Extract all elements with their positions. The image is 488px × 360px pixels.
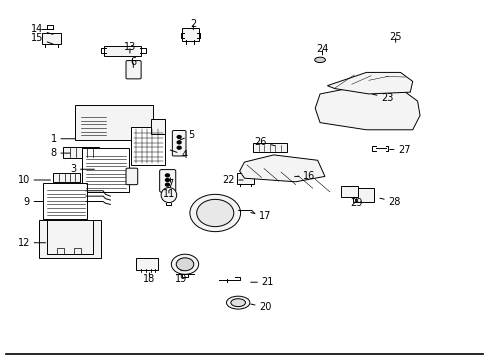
Text: 25: 25: [388, 32, 401, 42]
Text: 16: 16: [294, 171, 315, 181]
Text: 2: 2: [190, 19, 196, 30]
FancyBboxPatch shape: [82, 148, 129, 192]
FancyBboxPatch shape: [340, 186, 357, 197]
Text: 5: 5: [180, 130, 194, 140]
FancyBboxPatch shape: [182, 28, 198, 41]
Circle shape: [165, 179, 169, 181]
Circle shape: [189, 194, 240, 231]
FancyBboxPatch shape: [39, 220, 101, 258]
FancyBboxPatch shape: [104, 45, 141, 55]
Ellipse shape: [161, 188, 176, 203]
Circle shape: [196, 199, 233, 226]
Text: 21: 21: [250, 277, 273, 287]
FancyBboxPatch shape: [75, 105, 153, 140]
FancyBboxPatch shape: [43, 183, 87, 219]
Text: 23: 23: [372, 93, 393, 103]
FancyBboxPatch shape: [172, 131, 185, 156]
Text: 3: 3: [70, 164, 94, 174]
Text: 15: 15: [31, 33, 53, 44]
FancyBboxPatch shape: [126, 60, 141, 79]
Text: 12: 12: [18, 238, 45, 248]
Text: 1: 1: [51, 134, 75, 144]
FancyBboxPatch shape: [53, 173, 80, 182]
Circle shape: [177, 146, 181, 149]
Ellipse shape: [314, 57, 325, 63]
Text: 8: 8: [51, 148, 70, 158]
FancyBboxPatch shape: [253, 143, 286, 152]
Text: 28: 28: [379, 197, 400, 207]
Text: 20: 20: [250, 302, 271, 312]
Text: 13: 13: [123, 42, 136, 53]
FancyBboxPatch shape: [131, 127, 164, 165]
FancyBboxPatch shape: [136, 258, 158, 270]
Polygon shape: [239, 155, 325, 182]
Circle shape: [177, 135, 181, 138]
Text: 24: 24: [316, 44, 328, 55]
Text: 7: 7: [167, 178, 173, 189]
Circle shape: [177, 141, 181, 144]
Polygon shape: [327, 72, 412, 94]
Text: 6: 6: [130, 57, 136, 67]
FancyBboxPatch shape: [151, 119, 164, 134]
Text: 4: 4: [170, 150, 187, 160]
FancyBboxPatch shape: [237, 173, 253, 184]
Circle shape: [165, 174, 169, 177]
Circle shape: [165, 183, 169, 186]
Text: 19: 19: [175, 270, 187, 284]
FancyBboxPatch shape: [63, 147, 99, 158]
Ellipse shape: [226, 296, 249, 309]
Text: 27: 27: [389, 144, 410, 154]
Circle shape: [176, 258, 193, 271]
Circle shape: [171, 254, 198, 274]
Text: 9: 9: [24, 197, 43, 207]
FancyBboxPatch shape: [352, 188, 373, 202]
Text: 29: 29: [350, 198, 362, 208]
Text: 10: 10: [18, 175, 50, 185]
Ellipse shape: [230, 299, 245, 307]
Text: 22: 22: [222, 175, 243, 185]
FancyBboxPatch shape: [42, 33, 61, 44]
Polygon shape: [315, 87, 419, 130]
Text: 14: 14: [31, 24, 53, 35]
FancyBboxPatch shape: [159, 170, 175, 192]
Text: 17: 17: [250, 211, 271, 221]
Text: 11: 11: [163, 189, 175, 199]
FancyBboxPatch shape: [126, 168, 138, 185]
Text: 26: 26: [254, 138, 274, 147]
Text: 18: 18: [143, 273, 155, 284]
